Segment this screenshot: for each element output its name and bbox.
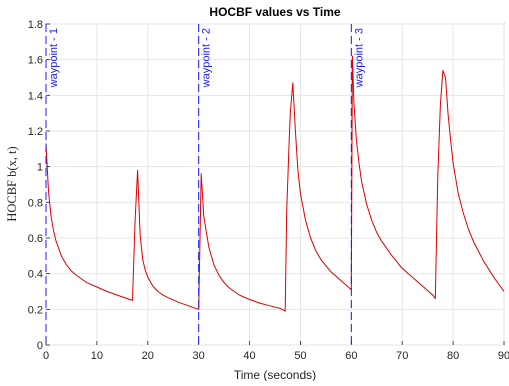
y-tick-label: 1.2 [28, 126, 43, 138]
y-tick-label: 0.4 [28, 269, 43, 281]
hocbf-series-line [45, 55, 505, 312]
y-tick-label: 0.8 [28, 197, 43, 209]
y-tick-label: 1 [37, 162, 43, 174]
x-tick-label: 10 [91, 350, 103, 362]
x-tick-label: 90 [498, 350, 509, 362]
y-tick-label: 0.6 [28, 233, 43, 245]
axes: 0 10 20 30 40 50 60 70 80 90 0 0.2 0.4 0.6 0.8 1 1.2 1.4 1… [28, 19, 509, 362]
waypoint-label: waypoint - 1 [48, 28, 60, 88]
waypoint-label: waypoint - 3 [353, 28, 365, 88]
x-tick-label: 0 [43, 350, 49, 362]
waypoint-label: waypoint - 2 [201, 28, 213, 88]
plot-area [45, 23, 505, 346]
y-tick-label: 0.2 [28, 304, 43, 316]
y-tick-label: 0 [37, 340, 43, 352]
x-tick-label: 60 [345, 350, 357, 362]
chart-title: HOCBF values vs Time [209, 5, 340, 19]
x-tick-label: 80 [447, 350, 459, 362]
x-tick-label: 50 [294, 350, 306, 362]
x-axis-label: Time (seconds) [234, 368, 316, 381]
y-tick-label: 1.6 [28, 55, 43, 67]
y-axis-label: HOCBF b(x, t) [5, 146, 19, 221]
waypoint-markers: waypoint - 1 waypoint - 2 waypoint - 3 [45, 24, 365, 345]
y-tick-label: 1.4 [28, 90, 43, 102]
x-tick-label: 30 [193, 350, 205, 362]
x-tick-label: 70 [396, 350, 408, 362]
y-tick-label: 1.8 [28, 19, 43, 31]
series-layer [45, 55, 505, 312]
x-tick-label: 20 [142, 350, 154, 362]
x-tick-label: 40 [243, 350, 255, 362]
